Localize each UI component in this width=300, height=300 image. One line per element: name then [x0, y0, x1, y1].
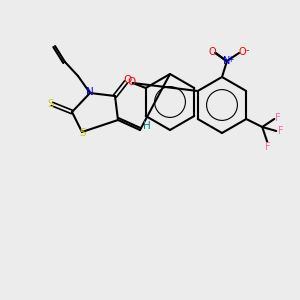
Text: F: F: [266, 142, 271, 152]
Text: O: O: [238, 47, 246, 57]
Text: O: O: [124, 75, 132, 85]
Text: O: O: [127, 77, 135, 87]
Text: S: S: [80, 128, 86, 138]
Text: F: F: [278, 126, 284, 136]
Text: +: +: [227, 55, 233, 64]
Text: H: H: [143, 121, 151, 131]
Text: O: O: [208, 47, 216, 57]
Text: S: S: [48, 99, 54, 109]
Text: N: N: [86, 87, 94, 97]
Text: N: N: [223, 56, 231, 66]
Text: -: -: [245, 45, 249, 55]
Text: F: F: [275, 113, 281, 123]
